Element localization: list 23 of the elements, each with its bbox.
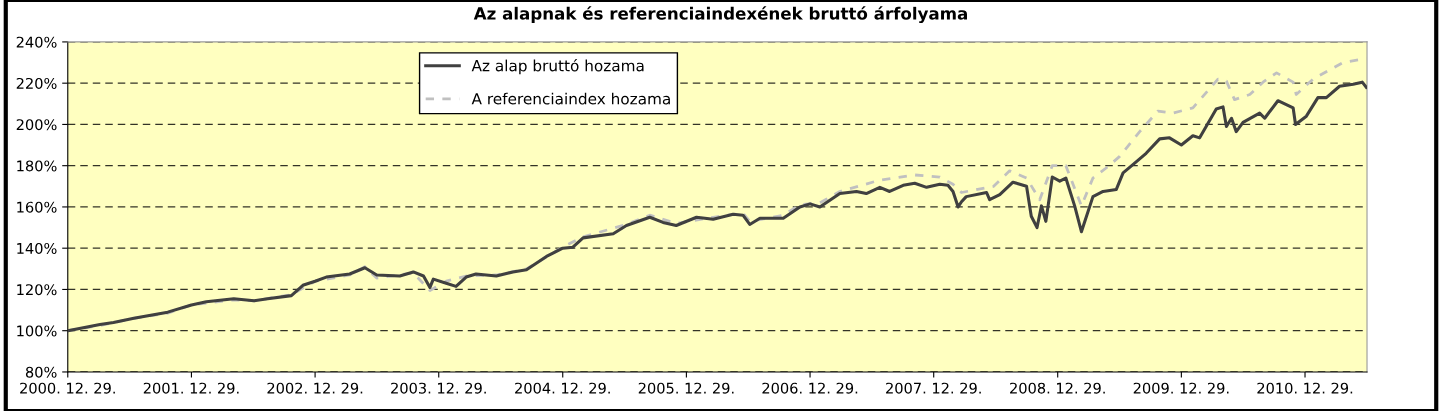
x-tick-label: 2010. 12. 29. (1257, 382, 1353, 394)
legend-label: A referenciaindex hozama (471, 92, 670, 105)
y-tick-label: 120% (17, 284, 57, 296)
x-tick-label: 2002. 12. 29. (267, 382, 363, 394)
x-tick-label: 2006. 12. 29. (762, 382, 858, 394)
x-tick-label: 2005. 12. 29. (638, 382, 734, 394)
x-tick-label: 2000. 12. 29. (20, 382, 115, 394)
y-tick-label: 180% (17, 160, 57, 172)
y-tick-label: 200% (16, 119, 57, 131)
y-tick-label: 160% (17, 201, 57, 213)
y-tick-label: 220% (16, 77, 57, 89)
x-tick-label: 2001. 12. 29. (143, 382, 239, 394)
y-tick-label: 140% (17, 242, 57, 254)
x-tick-label: 2008. 12. 29. (1010, 382, 1105, 394)
y-tick-label: 80% (25, 366, 57, 378)
x-tick-label: 2004. 12. 29. (515, 382, 610, 394)
y-tick-label: 240% (16, 36, 57, 48)
x-tick-label: 2003. 12. 29. (391, 382, 486, 394)
y-tick-label: 100% (17, 325, 57, 337)
legend-label: Az alap bruttó hozama (471, 58, 644, 75)
chart-title: Az alapnak és referenciaindexének bruttó árfolyama (473, 6, 967, 24)
x-tick-label: 2007. 12. 29. (886, 382, 981, 394)
x-tick-label: 2009. 12. 29. (1133, 382, 1229, 394)
